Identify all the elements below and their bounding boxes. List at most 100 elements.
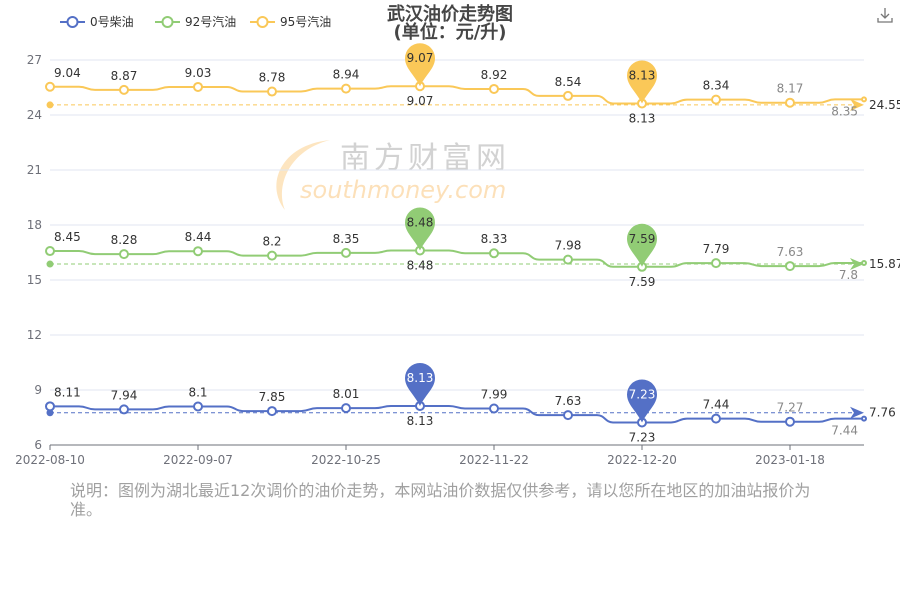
data-label: 7.63 xyxy=(555,394,582,408)
data-point xyxy=(341,403,351,414)
x-tick-label: 2023-01-18 xyxy=(755,453,825,467)
markpoint-max xyxy=(405,362,435,406)
data-label: 9.07 xyxy=(407,94,434,108)
data-label: 7.79 xyxy=(703,242,730,256)
markpoint-min xyxy=(627,223,657,267)
average-arrow xyxy=(850,258,864,271)
data-point xyxy=(267,406,277,417)
x-tick-label: 2022-08-10 xyxy=(15,453,85,467)
chart-title: 武汉油价走势图 xyxy=(387,4,513,25)
average-arrow xyxy=(850,406,864,419)
data-point xyxy=(785,97,795,108)
data-label: 7.27 xyxy=(777,401,804,415)
legend-item-1[interactable]: 92号汽油 xyxy=(185,14,236,29)
data-point xyxy=(861,415,867,422)
data-point xyxy=(861,96,867,103)
average-label: 24.55 xyxy=(869,98,900,112)
data-point xyxy=(563,410,573,421)
markpoint-max xyxy=(405,43,435,87)
data-point xyxy=(711,94,721,105)
data-point xyxy=(489,248,499,259)
markpoint-max-label: 9.07 xyxy=(407,51,434,65)
data-point xyxy=(193,401,203,412)
average-label: 7.76 xyxy=(869,406,896,420)
series-line-0 xyxy=(50,404,864,424)
y-tick-label: 21 xyxy=(27,163,42,177)
data-point xyxy=(193,81,203,92)
data-label: 8.1 xyxy=(188,386,207,400)
data-label: 7.44 xyxy=(703,398,730,412)
chart-subtitle: (单位：元/升) xyxy=(393,22,507,43)
data-label: 7.44 xyxy=(831,424,858,438)
markpoint-max-label: 8.13 xyxy=(407,371,434,385)
series-line-2 xyxy=(50,85,864,105)
y-tick-label: 24 xyxy=(27,108,42,122)
data-point xyxy=(489,403,499,414)
data-label: 8.35 xyxy=(831,104,858,118)
data-label: 7.85 xyxy=(259,390,286,404)
data-label: 7.8 xyxy=(839,268,858,282)
data-label: 8.44 xyxy=(185,230,212,244)
y-tick-label: 6 xyxy=(34,438,42,452)
data-point xyxy=(267,250,277,261)
data-point xyxy=(785,416,795,427)
y-tick-label: 12 xyxy=(27,328,42,342)
markpoint-min-label: 7.59 xyxy=(629,232,656,246)
data-point xyxy=(489,83,499,94)
download-icon[interactable] xyxy=(876,6,894,24)
markpoint-min-label: 8.13 xyxy=(629,68,656,82)
data-point xyxy=(193,246,203,257)
watermark-en: southmoney.com xyxy=(300,176,506,204)
chart-note: 说明：图例为湖北最近12次调价的油价走势，本网站油价数据仅供参考，请以您所在地区… xyxy=(70,481,811,519)
data-point xyxy=(119,249,129,260)
data-label: 8.35 xyxy=(333,232,360,246)
markpoint-max xyxy=(405,207,435,251)
data-point xyxy=(119,404,129,415)
data-point xyxy=(711,413,721,424)
watermark-swoosh xyxy=(276,140,330,210)
data-label: 8.34 xyxy=(703,79,730,93)
data-label: 8.94 xyxy=(333,68,360,82)
data-label: 8.2 xyxy=(262,235,281,249)
legend-item-0[interactable]: 0号柴油 xyxy=(90,15,134,29)
data-point xyxy=(785,261,795,272)
legend-marker xyxy=(256,16,269,28)
data-label: 8.78 xyxy=(259,71,286,85)
data-label: 8.92 xyxy=(481,68,508,82)
data-point xyxy=(861,259,867,266)
data-point xyxy=(341,247,351,258)
data-point xyxy=(45,81,55,92)
x-tick-label: 2022-12-20 xyxy=(607,453,677,467)
y-tick-label: 9 xyxy=(34,383,42,397)
data-label: 8.17 xyxy=(777,82,804,96)
data-label: 8.28 xyxy=(111,233,138,247)
data-label: 7.23 xyxy=(629,430,656,444)
data-label: 7.98 xyxy=(555,239,582,253)
y-tick-label: 27 xyxy=(27,53,42,67)
data-label: 8.87 xyxy=(111,69,138,83)
data-point xyxy=(563,254,573,265)
markpoint-max-label: 8.48 xyxy=(407,215,434,229)
markpoint-min-label: 7.23 xyxy=(629,387,656,401)
data-label: 9.03 xyxy=(185,66,212,80)
data-label: 7.94 xyxy=(111,388,138,402)
markpoint-min xyxy=(627,379,657,423)
data-point xyxy=(45,246,55,257)
data-point xyxy=(267,86,277,97)
data-label: 8.33 xyxy=(481,232,508,246)
data-point xyxy=(341,83,351,94)
data-point xyxy=(119,84,129,95)
watermark-cn: 南方财富网 xyxy=(340,141,510,176)
series-line-1 xyxy=(50,249,864,268)
data-label: 8.13 xyxy=(629,111,656,125)
data-point xyxy=(45,401,55,412)
data-label: 8.01 xyxy=(333,387,360,401)
data-label: 7.59 xyxy=(629,275,656,289)
y-tick-label: 15 xyxy=(27,273,42,287)
data-label: 8.11 xyxy=(54,385,81,399)
legend-marker xyxy=(66,16,79,28)
legend-item-2[interactable]: 95号汽油 xyxy=(280,14,331,29)
markpoint-min xyxy=(627,60,657,104)
data-label: 8.48 xyxy=(407,258,434,272)
